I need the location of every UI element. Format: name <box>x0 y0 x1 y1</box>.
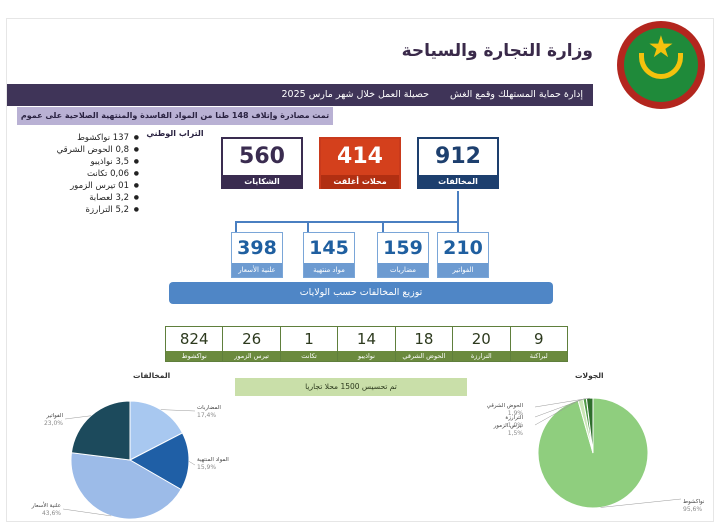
list-item: 3,2 لعصابة <box>39 192 139 204</box>
region-label: تكانت <box>280 351 338 361</box>
region-cell: 26 تيرس الزمور <box>223 327 281 361</box>
slice-value-label: 1,0% <box>508 422 524 429</box>
leader-line <box>160 409 196 412</box>
national-emblem-icon: ★ <box>617 21 705 109</box>
slice-value-label: 1,9% <box>508 410 524 417</box>
region-label: تيرس الزمور <box>223 351 280 361</box>
region-value: 26 <box>242 330 262 348</box>
leader-line <box>534 399 581 426</box>
slice-label: تيرس الزمور <box>493 423 524 429</box>
department-name: إدارة حماية المستهلك وقمع الغش <box>450 89 583 100</box>
slice-value-label: 1,5% <box>508 430 524 437</box>
kpi-value: 560 <box>239 144 285 169</box>
list-item: 137 نواكشوط <box>39 132 139 144</box>
violation-type-price-display: 398 علنية الأسعار <box>231 232 283 278</box>
connector-line <box>307 221 309 232</box>
pie-slice <box>70 400 131 461</box>
slice-value-label: 15,9% <box>197 464 216 471</box>
type-value: 398 <box>237 237 277 259</box>
region-cell: 18 الحوض الشرقي <box>395 327 454 361</box>
kpi-complaints: 560 الشكايات <box>221 137 303 189</box>
region-value: 20 <box>471 330 491 348</box>
region-cell: 824 نواكشوط <box>166 327 224 361</box>
list-item: 0,8 الحوض الشرقي <box>39 144 139 156</box>
type-label: مضاربات <box>378 263 428 277</box>
connector-line <box>457 191 459 221</box>
region-value: 18 <box>414 330 434 348</box>
slice-label: الفواتير <box>45 413 63 419</box>
slice-label: نواكشوط <box>683 498 705 505</box>
violation-type-speculation: 159 مضاربات <box>377 232 429 278</box>
ministry-title: وزارة التجارة والسياحة <box>401 41 593 61</box>
violation-type-invoices: 210 الفواتير <box>437 232 489 278</box>
slice-label: الحوض الشرقي <box>487 403 524 409</box>
header-band: إدارة حماية المستهلك وقمع الغش حصيلة الع… <box>7 84 593 106</box>
pie-slice <box>70 452 182 520</box>
kpi-label: الشكايات <box>223 175 301 189</box>
kpi-violations: 912 المخالفات <box>417 137 499 189</box>
slice-value-label: 23,0% <box>44 420 63 427</box>
region-label: الحوض الشرقي <box>395 351 453 361</box>
connector-line <box>235 221 237 232</box>
region-value: 9 <box>533 330 544 348</box>
regions-row: 824 نواكشوط 26 تيرس الزمور 1 تكانت 14 نواذيب… <box>165 326 568 362</box>
list-item: 3,5 نواذيبو <box>39 156 139 168</box>
slice-label: الترارزة <box>505 415 523 421</box>
slice-label: المواد المنتهية <box>197 457 229 463</box>
type-value: 210 <box>443 237 483 259</box>
kpi-label: المخالفات <box>419 175 497 189</box>
type-label: الفواتير <box>438 263 488 277</box>
connector-line <box>235 221 459 223</box>
region-label: الترارزة <box>453 351 510 361</box>
region-label: نواكشوط <box>166 351 223 361</box>
slice-value-label: 43,6% <box>42 510 61 517</box>
report-slide: ★ وزارة التجارة والسياحة إدارة حماية الم… <box>6 18 714 522</box>
leader-line <box>600 498 682 508</box>
slice-label: علنية الأسعار <box>31 501 61 509</box>
leader-line <box>62 508 112 517</box>
region-label: لبراكنة <box>510 351 567 361</box>
slice-value-label: 95,6% <box>683 506 702 513</box>
list-item: 5,2 الترارزة <box>39 204 139 216</box>
region-label: نواذيبو <box>338 351 395 361</box>
leader-line <box>534 398 585 418</box>
leader-line <box>534 397 590 408</box>
region-cell: 9 لبراكنة <box>510 327 567 361</box>
list-item: 0,06 تكانت <box>39 168 139 180</box>
kpi-value: 414 <box>321 139 399 175</box>
seizure-summary: تمت مصادرة وإتلاف 148 طنا من المواد الفا… <box>17 107 333 138</box>
type-value: 145 <box>309 237 349 259</box>
list-item: 01 تيرس الزمور <box>39 180 139 192</box>
violations-pie-title: المخالفات <box>133 371 171 380</box>
pie-slice <box>129 400 184 461</box>
type-label: علنية الأسعار <box>232 263 282 277</box>
region-value: 1 <box>304 330 314 348</box>
region-cell: 20 الترارزة <box>453 327 511 361</box>
violation-type-expired: 145 مواد منتهية <box>303 232 355 278</box>
distribution-banner: توزيع المخالفات حسب الولايات <box>169 282 553 304</box>
region-value: 824 <box>179 330 209 348</box>
type-label: مواد منتهية <box>304 263 354 277</box>
kpi-label: محلات أغلقت <box>321 175 399 189</box>
connector-line <box>457 221 459 232</box>
region-cell: 14 نواذيبو <box>338 327 396 361</box>
connector-line <box>382 221 384 232</box>
type-value: 159 <box>383 237 423 259</box>
kpi-value: 912 <box>435 144 481 169</box>
region-cell: 1 تكانت <box>280 327 339 361</box>
tours-pie-title: الجولات <box>575 371 604 380</box>
leader-line <box>64 415 91 420</box>
seized-tonnage-list: 137 نواكشوط 0,8 الحوض الشرقي 3,5 نواذيبو… <box>39 132 139 216</box>
region-value: 14 <box>356 330 377 348</box>
kpi-closed-shops: 414 محلات أغلقت <box>319 137 401 189</box>
report-period: حصيلة العمل خلال شهر مارس 2025 <box>281 89 430 100</box>
slice-value-label: 17,4% <box>197 412 216 419</box>
awareness-note: تم تحسيس 1500 محلا تجاريا <box>235 378 467 396</box>
leader-line <box>188 461 196 466</box>
slice-label: المضاربات <box>197 405 221 411</box>
